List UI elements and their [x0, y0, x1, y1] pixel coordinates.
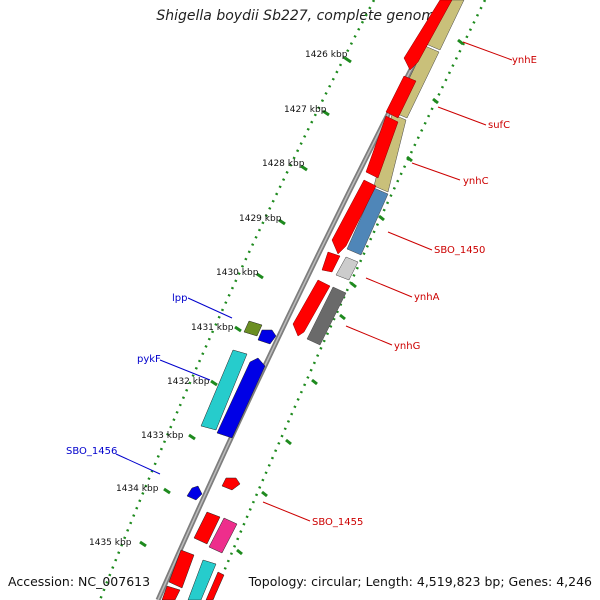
gene-label-lpp: lpp — [172, 293, 187, 304]
leader-pykF — [159, 359, 211, 381]
leader-sufC — [437, 106, 487, 126]
kbp-tick — [344, 56, 352, 64]
gene-label-ynhC: ynhC — [463, 176, 489, 187]
kbp-tick — [322, 109, 330, 117]
feature-SBO_1450-steelblue — [346, 187, 389, 256]
leader-SBO_1450 — [387, 231, 433, 251]
right-gene-labels: ynhE sufC ynhC SBO_1450 ynhA ynhG SBO_14… — [312, 55, 537, 528]
kbp-label: 1432 kbp — [167, 377, 210, 387]
outer-tick — [261, 490, 268, 498]
kbp-label: 1434 kbp — [116, 484, 159, 494]
outer-tick — [350, 281, 357, 289]
gene-label-ynhA: ynhA — [414, 292, 440, 303]
gene-pykF-cyan — [200, 349, 248, 431]
kbp-label: 1435 kbp — [89, 538, 132, 548]
outer-tick — [432, 97, 439, 105]
gene-cyan-lower — [187, 559, 217, 600]
gene-label-sufC: sufC — [488, 120, 510, 131]
gene-red-lower-1 — [193, 511, 221, 545]
outer-red-genes — [292, 0, 453, 337]
gene-label-SBO_1456: SBO_1456 — [66, 446, 117, 457]
kbp-tick — [163, 487, 171, 495]
gene-SBO_1455-arrow — [221, 477, 241, 491]
scale-rings — [98, 0, 487, 600]
kbp-ticks — [139, 56, 352, 548]
leader-lpp — [187, 297, 233, 319]
gene-lpp-olive — [243, 320, 263, 337]
gene-label-SBO_1450: SBO_1450 — [434, 245, 485, 256]
gene-pykF-blue — [216, 357, 266, 439]
gene-ynhC-arrow — [365, 115, 399, 179]
outer-tick — [285, 438, 292, 446]
genome-summary-text: Topology: circular; Length: 4,519,823 bp… — [248, 574, 592, 589]
gene-lpp-arrow — [257, 329, 277, 345]
map-title: Shigella boydii Sb227, complete genome — [156, 8, 444, 24]
feature-ynhG-darkgray — [306, 286, 347, 346]
outer-ring-ticks — [236, 38, 464, 556]
gene-red-lower-3 — [161, 585, 181, 600]
gene-ynhC2-arrow — [331, 179, 377, 255]
outer-tick — [236, 548, 243, 556]
outer-tick — [457, 38, 464, 46]
leader-SBO_1455 — [262, 501, 311, 522]
gene-red-lower-2 — [168, 549, 195, 589]
outer-tick — [406, 155, 413, 163]
kbp-label: 1431 kbp — [191, 323, 234, 333]
kbp-label: 1428 kbp — [262, 159, 305, 169]
gene-label-pykF: pykF — [137, 354, 161, 365]
outer-scale-ring — [210, 0, 487, 600]
gene-ynhE-arrow — [403, 0, 453, 71]
gene-sufC-arrow — [385, 75, 417, 119]
outer-features — [306, 0, 465, 346]
kbp-label: 1433 kbp — [141, 431, 184, 441]
gene-ynhA-arrow — [321, 251, 341, 273]
kbp-tick — [234, 325, 242, 333]
gene-magenta — [208, 517, 238, 554]
kbp-tick — [210, 379, 218, 387]
kbp-label: 1426 kbp — [305, 50, 348, 60]
outer-tick — [311, 378, 318, 386]
gene-SBO_1456-arrow — [186, 485, 203, 501]
accession-text: Accession: NC_007613 — [8, 574, 151, 589]
leader-ynhG — [345, 325, 393, 346]
gene-label-SBO_1455: SBO_1455 — [312, 517, 363, 528]
kbp-tick — [278, 218, 286, 226]
inner-genes — [161, 320, 277, 600]
leader-ynhC — [411, 162, 461, 181]
kbp-labels: 1426 kbp 1427 kbp 1428 kbp 1429 kbp 1430… — [89, 50, 348, 548]
outer-tick — [378, 214, 385, 222]
outer-tick — [339, 313, 346, 321]
leader-SBO_1456 — [115, 453, 161, 475]
kbp-label: 1429 kbp — [239, 214, 282, 224]
left-gene-labels: lpp pykF SBO_1456 — [66, 293, 187, 457]
gene-label-ynhG: ynhG — [394, 341, 420, 352]
kbp-tick — [188, 433, 196, 441]
leader-ynhA — [365, 277, 413, 298]
kbp-tick — [139, 540, 147, 548]
leader-ynhE — [462, 41, 513, 61]
left-leader-lines — [115, 297, 233, 475]
gene-ynhG-arrow — [292, 279, 331, 337]
inner-scale-ring — [98, 0, 376, 600]
kbp-label: 1430 kbp — [216, 268, 259, 278]
kbp-tick — [300, 164, 308, 172]
gene-label-ynhE: ynhE — [512, 55, 537, 66]
gene-red-lower-4 — [205, 571, 225, 600]
kbp-tick — [256, 272, 264, 280]
right-leader-lines — [262, 41, 513, 522]
kbp-label: 1427 kbp — [284, 105, 327, 115]
feature-ynhA-lightgray — [335, 256, 359, 281]
